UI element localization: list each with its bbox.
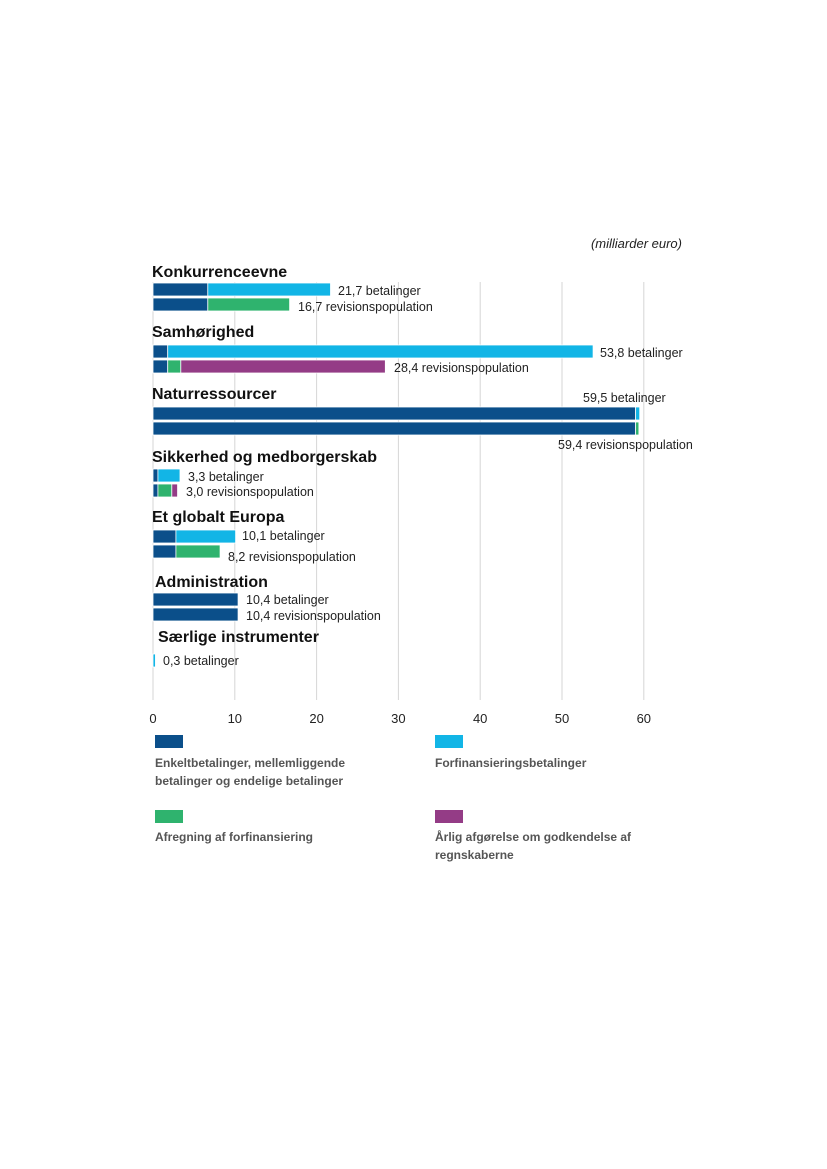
data-label: 10,4 revisionspopulation	[246, 609, 381, 623]
bar-segment-forfinansiering	[157, 468, 181, 483]
bar-segment-aarlig	[171, 483, 178, 498]
data-label: 3,0 revisionspopulation	[186, 485, 314, 499]
bar-segment-forfinansiering	[152, 653, 156, 668]
bar-segment-enkelt	[152, 282, 209, 297]
data-label: 8,2 revisionspopulation	[228, 550, 356, 564]
data-label: 53,8 betalinger	[600, 346, 683, 360]
data-label: 3,3 betalinger	[188, 470, 264, 484]
bar-segment-forfinansiering	[167, 344, 594, 359]
bar-segment-afregning	[175, 544, 221, 559]
x-tick-label: 40	[473, 711, 487, 726]
data-label: 16,7 revisionspopulation	[298, 300, 433, 314]
bar-segment-enkelt	[152, 468, 159, 483]
bar-segment-enkelt	[152, 607, 239, 622]
category-title: Samhørighed	[152, 324, 254, 341]
bar-segment-enkelt	[152, 406, 637, 421]
bar-segment-enkelt	[152, 359, 169, 374]
bar-segment-forfinansiering	[635, 406, 641, 421]
bar-segment-enkelt	[152, 344, 169, 359]
data-label: 21,7 betalinger	[338, 284, 421, 298]
category-title: Særlige instrumenter	[158, 629, 319, 646]
bar-segment-afregning	[167, 359, 182, 374]
data-label: 10,1 betalinger	[242, 529, 325, 543]
bar-segment-enkelt	[152, 297, 209, 312]
x-tick-label: 10	[228, 711, 242, 726]
x-tick-label: 20	[309, 711, 323, 726]
category-title: Administration	[155, 574, 268, 591]
x-tick-label: 30	[391, 711, 405, 726]
category-title: Naturressourcer	[152, 386, 277, 403]
x-tick-label: 50	[555, 711, 569, 726]
bar-segment-afregning	[157, 483, 173, 498]
bar-segment-enkelt	[152, 483, 159, 498]
data-label: 28,4 revisionspopulation	[394, 361, 529, 375]
data-label: 10,4 betalinger	[246, 593, 329, 607]
data-label: 59,5 betalinger	[583, 391, 666, 405]
category-title: Et globalt Europa	[152, 509, 285, 526]
x-tick-label: 60	[637, 711, 651, 726]
category-title: Sikkerhed og medborgerskab	[152, 449, 377, 466]
bar-segment-forfinansiering	[207, 282, 331, 297]
data-label: 59,4 revisionspopulation	[558, 438, 693, 452]
unit-label: (milliarder euro)	[590, 236, 682, 251]
bar-segment-enkelt	[152, 592, 239, 607]
bar-segment-aarlig	[180, 359, 386, 374]
bar-segment-forfinansiering	[175, 529, 237, 544]
bar-segment-enkelt	[152, 544, 177, 559]
bar-segment-enkelt	[152, 529, 177, 544]
data-label: 0,3 betalinger	[163, 654, 239, 668]
bar-segment-afregning	[635, 421, 640, 436]
bar-segment-enkelt	[152, 421, 637, 436]
x-tick-label: 0	[149, 711, 156, 726]
category-title: Konkurrenceevne	[152, 264, 287, 281]
bar-segment-afregning	[207, 297, 291, 312]
